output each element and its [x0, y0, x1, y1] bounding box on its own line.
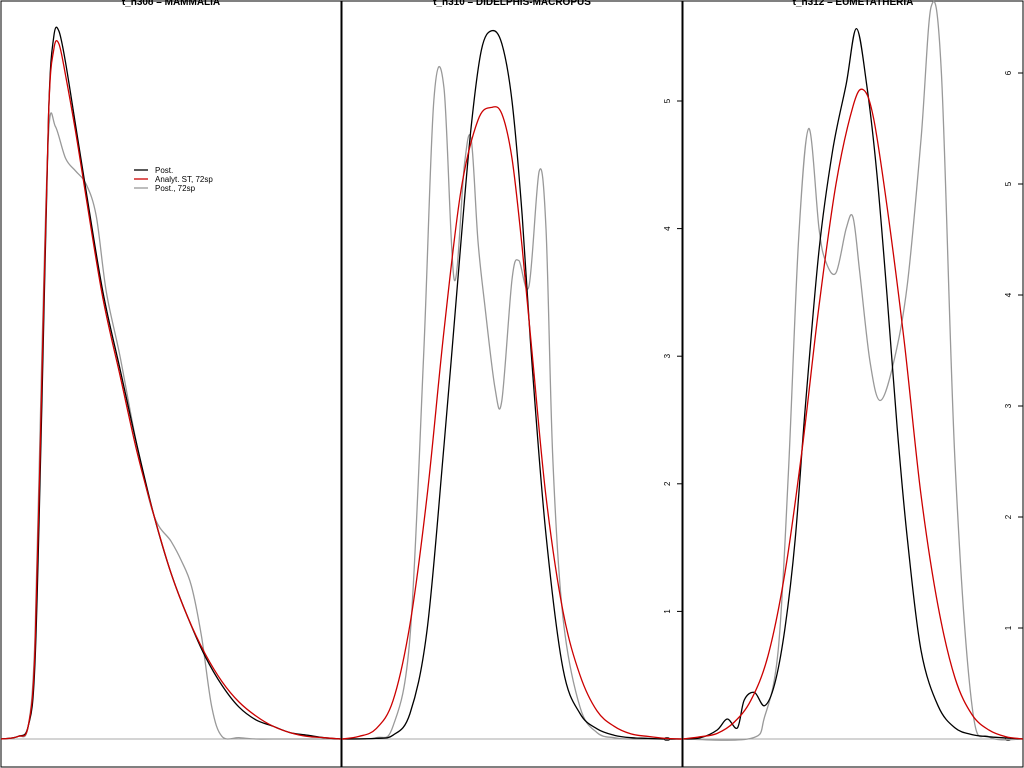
y-tick-label: 5	[663, 98, 672, 103]
y-tick-label: 2	[663, 481, 672, 486]
legend-label: Post.	[155, 166, 173, 175]
y-tick-label: 1	[1004, 625, 1013, 630]
legend-label: Post., 72sp	[155, 184, 196, 193]
legend-label: Analyt. ST, 72sp	[155, 175, 213, 184]
y-tick-label: 3	[663, 353, 672, 358]
y-tick-label: 0	[1004, 736, 1013, 741]
y-tick-label: 4	[663, 226, 672, 231]
panel-frame	[682, 0, 1024, 768]
panel-title: t_n312 – EUMETATHERIA	[793, 0, 914, 8]
series-line-0	[682, 27, 1024, 740]
series-line-1	[0, 40, 342, 740]
panel-title: t_n308 – MAMMALIA	[122, 0, 220, 8]
panel-title: t_n310 – DIDELPHIS-MACROPUS	[433, 0, 591, 8]
y-tick-label: 4	[1004, 292, 1013, 297]
y-tick-label: 3	[1004, 403, 1013, 408]
panel-mammalia: t_n308 – MAMMALIA Post.Analyt. ST, 72spPo…	[0, 0, 342, 768]
y-tick-label: 6	[1004, 70, 1013, 75]
panel-frame	[0, 0, 342, 768]
series-line-1	[341, 106, 683, 740]
series-line-2	[0, 112, 341, 740]
y-tick-label: 2	[1004, 514, 1013, 519]
series-line-2	[341, 65, 683, 740]
panel-frame	[341, 0, 683, 768]
series-line-0	[341, 29, 683, 740]
series-line-0	[0, 26, 342, 740]
series-line-2	[682, 0, 1024, 741]
panel-eumetatheria: t_n312 – EUMETATHERIA 0 1 2 3 4 5 6	[682, 0, 1024, 768]
y-tick-label: 1	[663, 609, 672, 614]
series-line-1	[682, 88, 1024, 740]
y-tick-label: 5	[1004, 181, 1013, 186]
